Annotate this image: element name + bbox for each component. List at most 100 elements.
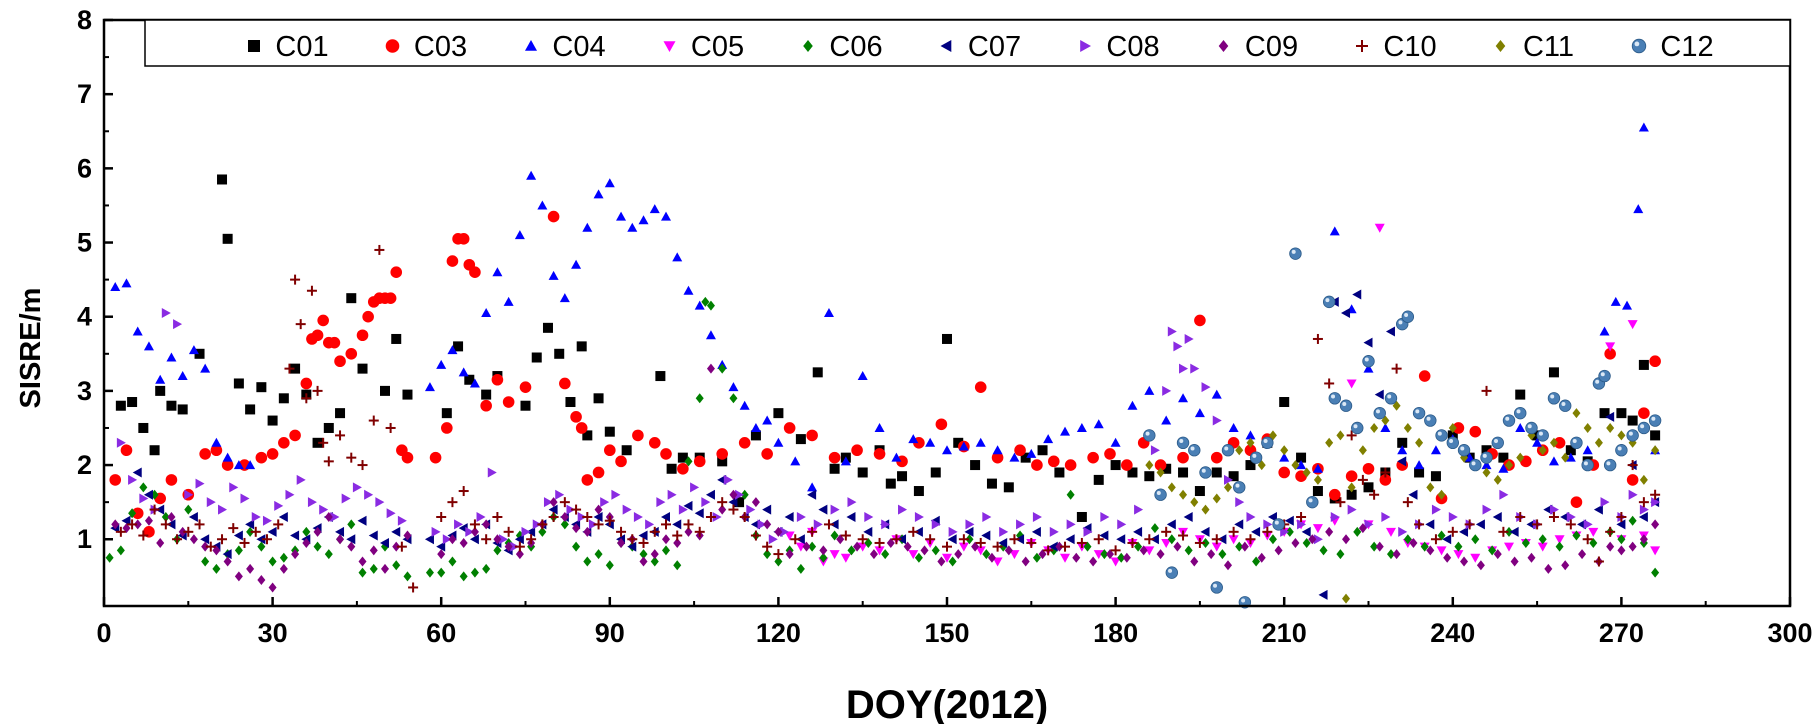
plot-frame <box>102 18 1792 608</box>
data-point <box>1572 530 1581 541</box>
data-point <box>857 534 868 545</box>
data-point <box>1149 534 1159 545</box>
data-point <box>1505 526 1513 537</box>
data-point <box>1252 556 1261 567</box>
data-point <box>577 511 587 522</box>
data-point <box>165 474 178 486</box>
data-point <box>319 504 329 515</box>
data-point <box>173 319 183 330</box>
data-point <box>1498 452 1509 463</box>
data-point <box>458 367 469 377</box>
data-point <box>481 389 492 400</box>
data-point <box>211 437 222 447</box>
data-point <box>278 437 290 449</box>
data-point <box>290 530 300 541</box>
data-point <box>1161 526 1172 537</box>
data-point <box>482 519 491 530</box>
data-point <box>991 451 1004 464</box>
data-point <box>998 537 1008 548</box>
data-point <box>1554 535 1565 545</box>
data-point <box>783 422 796 434</box>
data-point <box>1549 504 1559 515</box>
data-point <box>1043 545 1054 556</box>
data-point <box>1246 437 1255 448</box>
x-tick-label: 300 <box>1767 618 1812 648</box>
data-point <box>357 460 368 471</box>
data-point <box>931 545 940 556</box>
data-point <box>1235 445 1244 456</box>
data-point <box>1212 493 1221 504</box>
data-point <box>729 489 738 500</box>
data-point <box>1211 542 1222 552</box>
data-point <box>964 526 974 537</box>
data-point <box>1347 504 1357 515</box>
data-point <box>127 397 138 408</box>
data-point <box>128 474 138 485</box>
data-point <box>1435 429 1448 442</box>
data-point <box>519 381 532 393</box>
data-point <box>605 560 614 571</box>
legend-label: C07 <box>968 31 1021 63</box>
data-point <box>1026 448 1037 458</box>
data-point <box>408 582 419 593</box>
data-point <box>1306 495 1319 509</box>
data-point <box>1083 526 1093 537</box>
data-point <box>930 467 941 478</box>
data-point <box>565 397 576 408</box>
legend-marker <box>1080 40 1091 52</box>
data-point <box>593 519 604 530</box>
data-point <box>1475 519 1485 530</box>
data-point <box>199 448 211 460</box>
data-point <box>105 552 114 563</box>
data-point <box>1047 455 1060 468</box>
data-point <box>1606 541 1615 552</box>
data-point <box>1582 534 1593 545</box>
data-point <box>476 511 486 522</box>
data-point <box>1370 541 1379 552</box>
data-point <box>447 497 458 508</box>
data-point <box>457 233 470 245</box>
data-point <box>1235 541 1244 552</box>
data-point <box>1616 511 1627 522</box>
data-point <box>251 511 261 522</box>
data-point <box>1173 541 1182 552</box>
data-point <box>313 541 322 552</box>
data-point <box>655 371 666 382</box>
data-point <box>385 422 396 433</box>
data-point <box>1211 534 1222 545</box>
data-point <box>795 534 805 545</box>
data-point <box>1581 458 1594 472</box>
data-point <box>784 511 794 522</box>
data-point <box>582 430 593 441</box>
data-point <box>942 553 952 563</box>
data-point <box>526 534 537 545</box>
data-point <box>1397 456 1407 467</box>
data-point <box>212 563 221 574</box>
data-point <box>913 486 924 497</box>
data-point <box>1606 422 1615 433</box>
data-point <box>649 204 660 214</box>
data-point <box>1648 414 1662 427</box>
data-point <box>1464 519 1475 530</box>
data-point <box>302 526 311 537</box>
data-point <box>774 556 783 567</box>
data-point <box>1538 534 1547 545</box>
data-point <box>273 519 284 530</box>
data-point <box>971 541 980 552</box>
data-point <box>1436 546 1447 556</box>
data-point <box>178 526 187 537</box>
data-point <box>1274 545 1283 556</box>
data-point <box>1605 526 1616 537</box>
legend-label: C04 <box>552 31 605 63</box>
data-point <box>823 308 834 317</box>
data-point <box>1093 534 1104 545</box>
data-point <box>1505 460 1513 471</box>
data-point <box>323 422 334 433</box>
data-point <box>712 511 722 522</box>
data-point <box>716 448 728 460</box>
data-point <box>403 571 412 582</box>
data-point <box>830 530 839 541</box>
data-point <box>1165 566 1179 579</box>
data-point <box>1398 526 1408 537</box>
data-point <box>1572 408 1581 419</box>
